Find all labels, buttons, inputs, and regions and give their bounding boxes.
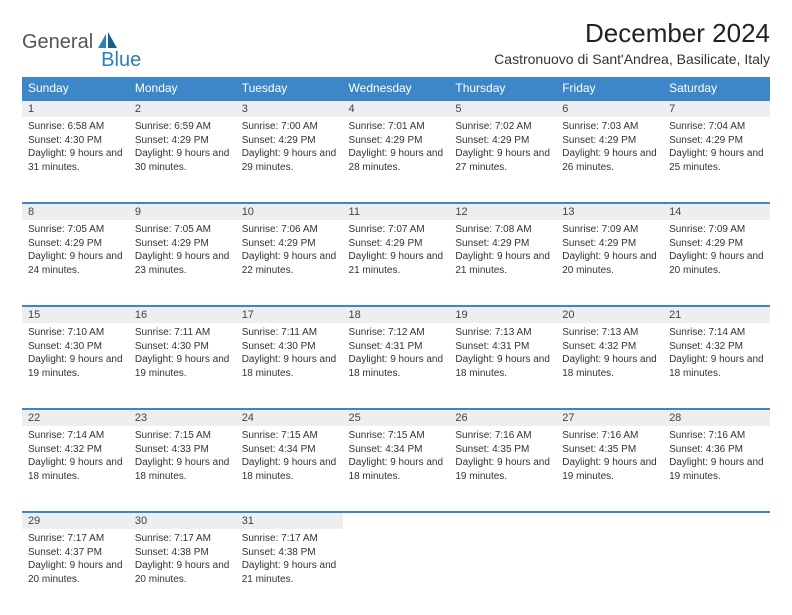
day-number-cell: 19 bbox=[449, 306, 556, 323]
day-number-cell: 12 bbox=[449, 203, 556, 220]
day-number-cell: 22 bbox=[22, 409, 129, 426]
day-content-cell: Sunrise: 7:01 AMSunset: 4:29 PMDaylight:… bbox=[343, 117, 450, 203]
header: General Blue December 2024 Castronuovo d… bbox=[22, 18, 770, 67]
day-content-cell: Sunrise: 7:15 AMSunset: 4:33 PMDaylight:… bbox=[129, 426, 236, 512]
day-number-cell: 9 bbox=[129, 203, 236, 220]
day-number-cell: 2 bbox=[129, 100, 236, 117]
day-number-cell: 6 bbox=[556, 100, 663, 117]
day-content-cell: Sunrise: 7:15 AMSunset: 4:34 PMDaylight:… bbox=[236, 426, 343, 512]
day-content-row: Sunrise: 6:58 AMSunset: 4:30 PMDaylight:… bbox=[22, 117, 770, 203]
day-content-row: Sunrise: 7:05 AMSunset: 4:29 PMDaylight:… bbox=[22, 220, 770, 306]
day-content-cell: Sunrise: 7:14 AMSunset: 4:32 PMDaylight:… bbox=[663, 323, 770, 409]
day-content-cell: Sunrise: 7:14 AMSunset: 4:32 PMDaylight:… bbox=[22, 426, 129, 512]
day-content-cell: Sunrise: 7:17 AMSunset: 4:37 PMDaylight:… bbox=[22, 529, 129, 615]
logo-text-blue: Blue bbox=[101, 49, 141, 72]
day-number-cell: 14 bbox=[663, 203, 770, 220]
day-number-cell bbox=[663, 512, 770, 529]
day-number-cell: 20 bbox=[556, 306, 663, 323]
day-number-cell: 23 bbox=[129, 409, 236, 426]
location: Castronuovo di Sant'Andrea, Basilicate, … bbox=[494, 51, 770, 67]
day-number-cell: 16 bbox=[129, 306, 236, 323]
day-number-cell: 27 bbox=[556, 409, 663, 426]
day-number-cell: 5 bbox=[449, 100, 556, 117]
day-content-cell: Sunrise: 7:16 AMSunset: 4:35 PMDaylight:… bbox=[556, 426, 663, 512]
day-number-cell: 28 bbox=[663, 409, 770, 426]
weekday-header: Wednesday bbox=[343, 77, 450, 100]
day-number-cell: 7 bbox=[663, 100, 770, 117]
day-number-cell: 13 bbox=[556, 203, 663, 220]
day-number-cell: 1 bbox=[22, 100, 129, 117]
day-content-cell: Sunrise: 7:09 AMSunset: 4:29 PMDaylight:… bbox=[663, 220, 770, 306]
day-number-cell: 10 bbox=[236, 203, 343, 220]
logo-text-general: General bbox=[22, 31, 93, 54]
day-number-cell: 29 bbox=[22, 512, 129, 529]
day-content-cell: Sunrise: 7:04 AMSunset: 4:29 PMDaylight:… bbox=[663, 117, 770, 203]
day-content-cell: Sunrise: 7:07 AMSunset: 4:29 PMDaylight:… bbox=[343, 220, 450, 306]
day-number-row: 15161718192021 bbox=[22, 306, 770, 323]
day-content-cell: Sunrise: 7:12 AMSunset: 4:31 PMDaylight:… bbox=[343, 323, 450, 409]
day-number-cell bbox=[449, 512, 556, 529]
day-content-cell: Sunrise: 7:08 AMSunset: 4:29 PMDaylight:… bbox=[449, 220, 556, 306]
day-number-cell: 31 bbox=[236, 512, 343, 529]
day-content-cell: Sunrise: 7:03 AMSunset: 4:29 PMDaylight:… bbox=[556, 117, 663, 203]
day-content-cell: Sunrise: 6:59 AMSunset: 4:29 PMDaylight:… bbox=[129, 117, 236, 203]
day-content-cell: Sunrise: 7:06 AMSunset: 4:29 PMDaylight:… bbox=[236, 220, 343, 306]
day-number-cell: 17 bbox=[236, 306, 343, 323]
day-content-cell: Sunrise: 7:16 AMSunset: 4:36 PMDaylight:… bbox=[663, 426, 770, 512]
day-number-row: 891011121314 bbox=[22, 203, 770, 220]
day-number-cell: 24 bbox=[236, 409, 343, 426]
day-content-cell: Sunrise: 7:11 AMSunset: 4:30 PMDaylight:… bbox=[129, 323, 236, 409]
weekday-header: Tuesday bbox=[236, 77, 343, 100]
day-number-cell: 3 bbox=[236, 100, 343, 117]
day-number-cell: 30 bbox=[129, 512, 236, 529]
day-content-cell: Sunrise: 7:13 AMSunset: 4:31 PMDaylight:… bbox=[449, 323, 556, 409]
day-number-row: 22232425262728 bbox=[22, 409, 770, 426]
day-number-cell: 8 bbox=[22, 203, 129, 220]
day-number-cell: 21 bbox=[663, 306, 770, 323]
weekday-header: Saturday bbox=[663, 77, 770, 100]
day-number-cell: 25 bbox=[343, 409, 450, 426]
day-content-cell: Sunrise: 7:05 AMSunset: 4:29 PMDaylight:… bbox=[22, 220, 129, 306]
day-content-cell bbox=[663, 529, 770, 615]
logo: General Blue bbox=[22, 18, 141, 63]
day-content-cell bbox=[556, 529, 663, 615]
day-content-cell bbox=[449, 529, 556, 615]
weekday-header-row: Sunday Monday Tuesday Wednesday Thursday… bbox=[22, 77, 770, 100]
day-content-cell: Sunrise: 7:17 AMSunset: 4:38 PMDaylight:… bbox=[129, 529, 236, 615]
title-block: December 2024 Castronuovo di Sant'Andrea… bbox=[494, 18, 770, 67]
day-content-cell: Sunrise: 7:05 AMSunset: 4:29 PMDaylight:… bbox=[129, 220, 236, 306]
weekday-header: Thursday bbox=[449, 77, 556, 100]
day-number-cell: 4 bbox=[343, 100, 450, 117]
weekday-header: Monday bbox=[129, 77, 236, 100]
day-number-row: 1234567 bbox=[22, 100, 770, 117]
day-number-cell bbox=[343, 512, 450, 529]
day-content-cell: Sunrise: 7:15 AMSunset: 4:34 PMDaylight:… bbox=[343, 426, 450, 512]
day-number-cell: 15 bbox=[22, 306, 129, 323]
calendar-table: Sunday Monday Tuesday Wednesday Thursday… bbox=[22, 77, 770, 615]
day-number-cell: 11 bbox=[343, 203, 450, 220]
month-title: December 2024 bbox=[494, 18, 770, 49]
weekday-header: Sunday bbox=[22, 77, 129, 100]
day-content-row: Sunrise: 7:10 AMSunset: 4:30 PMDaylight:… bbox=[22, 323, 770, 409]
day-content-cell: Sunrise: 7:02 AMSunset: 4:29 PMDaylight:… bbox=[449, 117, 556, 203]
day-content-row: Sunrise: 7:17 AMSunset: 4:37 PMDaylight:… bbox=[22, 529, 770, 615]
calendar-body: 1234567Sunrise: 6:58 AMSunset: 4:30 PMDa… bbox=[22, 100, 770, 615]
day-number-cell: 18 bbox=[343, 306, 450, 323]
day-content-cell: Sunrise: 7:10 AMSunset: 4:30 PMDaylight:… bbox=[22, 323, 129, 409]
day-content-cell: Sunrise: 7:00 AMSunset: 4:29 PMDaylight:… bbox=[236, 117, 343, 203]
day-number-row: 293031 bbox=[22, 512, 770, 529]
day-content-cell: Sunrise: 7:09 AMSunset: 4:29 PMDaylight:… bbox=[556, 220, 663, 306]
day-content-row: Sunrise: 7:14 AMSunset: 4:32 PMDaylight:… bbox=[22, 426, 770, 512]
day-number-cell: 26 bbox=[449, 409, 556, 426]
day-content-cell: Sunrise: 7:17 AMSunset: 4:38 PMDaylight:… bbox=[236, 529, 343, 615]
day-content-cell: Sunrise: 7:16 AMSunset: 4:35 PMDaylight:… bbox=[449, 426, 556, 512]
day-content-cell: Sunrise: 6:58 AMSunset: 4:30 PMDaylight:… bbox=[22, 117, 129, 203]
day-content-cell bbox=[343, 529, 450, 615]
day-content-cell: Sunrise: 7:11 AMSunset: 4:30 PMDaylight:… bbox=[236, 323, 343, 409]
day-number-cell bbox=[556, 512, 663, 529]
day-content-cell: Sunrise: 7:13 AMSunset: 4:32 PMDaylight:… bbox=[556, 323, 663, 409]
weekday-header: Friday bbox=[556, 77, 663, 100]
